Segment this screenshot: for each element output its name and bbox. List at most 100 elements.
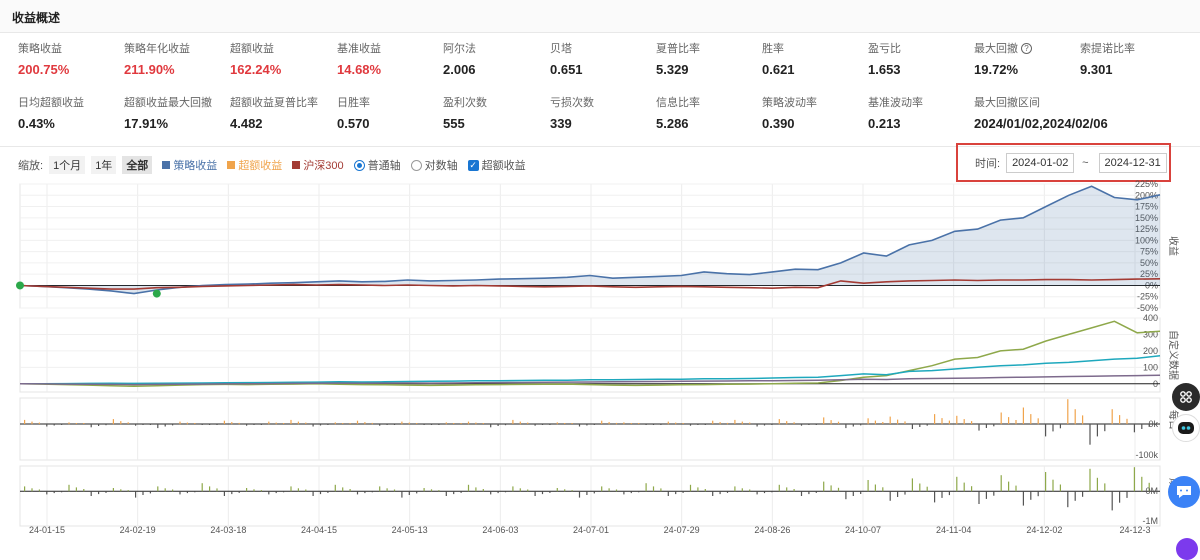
y-axis-label: 自定义数据 bbox=[1167, 330, 1180, 380]
y-tick-label: 175% bbox=[1135, 202, 1158, 212]
bar bbox=[682, 491, 684, 493]
bar bbox=[874, 420, 876, 425]
bar bbox=[1082, 415, 1084, 425]
bar bbox=[1074, 409, 1076, 425]
metric-label: 最大回撤区间 bbox=[974, 94, 1079, 110]
x-tick-label: 24-08-26 bbox=[754, 525, 790, 535]
bar bbox=[734, 419, 736, 424]
bar bbox=[430, 489, 433, 492]
y-tick-label: 100% bbox=[1135, 235, 1158, 245]
bar bbox=[401, 491, 403, 498]
bar bbox=[593, 424, 595, 425]
bar bbox=[1104, 424, 1106, 432]
user-avatar[interactable] bbox=[1176, 538, 1198, 560]
metrics-grid: 策略收益 200.75% 策略年化收益 211.90% 超额收益 162.24% 基准收益 1… bbox=[0, 40, 1200, 140]
bar bbox=[98, 491, 100, 495]
bar bbox=[615, 422, 618, 425]
bar bbox=[149, 491, 151, 494]
bar bbox=[578, 424, 581, 427]
x-tick-label: 24-12-3 bbox=[1119, 525, 1150, 535]
bar bbox=[371, 491, 373, 493]
bar bbox=[941, 491, 943, 498]
y-tick-label: 300 bbox=[1143, 329, 1158, 339]
bar bbox=[601, 486, 603, 492]
bar bbox=[608, 422, 610, 425]
start-date-input[interactable] bbox=[1006, 152, 1075, 173]
bar bbox=[416, 491, 418, 494]
chart-toolbar: 缩放: 1个月 1年 全部 策略收益 超额收益 沪深300 普通轴 对数轴 ✓ … bbox=[18, 156, 526, 174]
bar bbox=[445, 422, 447, 425]
help-icon[interactable]: ? bbox=[1021, 42, 1032, 54]
chat-icon-button[interactable] bbox=[1168, 476, 1200, 508]
bar bbox=[808, 491, 810, 495]
bar bbox=[1008, 417, 1010, 424]
bar bbox=[852, 491, 854, 496]
bar bbox=[61, 491, 63, 493]
legend-excess[interactable]: 超额收益 bbox=[227, 157, 282, 173]
bar bbox=[978, 424, 980, 431]
bar bbox=[726, 491, 729, 493]
bar bbox=[120, 489, 122, 492]
metric-metrics_row2-4: 盈利次数 555 bbox=[443, 94, 548, 131]
bar bbox=[238, 422, 240, 425]
bar bbox=[564, 489, 566, 492]
axis-log-label: 对数轴 bbox=[424, 160, 458, 172]
bar bbox=[934, 414, 936, 424]
zoom-1-month-button[interactable]: 1个月 bbox=[49, 156, 86, 174]
axis-normal-radio[interactable]: 普通轴 bbox=[353, 157, 401, 173]
excess-checkbox[interactable]: ✓ 超额收益 bbox=[467, 157, 526, 173]
bar bbox=[815, 424, 817, 425]
zoom-1-year-button[interactable]: 1年 bbox=[91, 156, 117, 174]
bar bbox=[1141, 476, 1143, 492]
bar bbox=[127, 490, 129, 492]
x-tick-label: 24-05-13 bbox=[392, 525, 428, 535]
bot-icon-button[interactable] bbox=[1172, 414, 1200, 442]
metric-label: 超额收益 bbox=[230, 40, 335, 56]
bar bbox=[504, 424, 507, 426]
zoom-all-button[interactable]: 全部 bbox=[122, 156, 153, 174]
bar bbox=[46, 424, 48, 427]
bar bbox=[527, 422, 529, 424]
y-axis-label: 收益 bbox=[1167, 236, 1180, 256]
y-tick-label: 200 bbox=[1143, 346, 1158, 356]
bar bbox=[120, 421, 122, 425]
bar bbox=[867, 480, 869, 492]
bar bbox=[608, 488, 610, 492]
bar bbox=[823, 481, 825, 492]
bar bbox=[800, 491, 803, 496]
y-tick-label: 25% bbox=[1140, 269, 1158, 279]
bar bbox=[98, 424, 100, 426]
strategy-line bbox=[19, 185, 1161, 295]
y-tick-label: -1M bbox=[1143, 516, 1159, 526]
bar bbox=[371, 422, 373, 425]
bar bbox=[667, 421, 669, 425]
bar bbox=[882, 422, 884, 424]
bar bbox=[342, 487, 344, 492]
bar bbox=[578, 491, 581, 498]
metric-metrics_row2-6: 信息比率 5.286 bbox=[656, 94, 761, 131]
bar bbox=[334, 484, 336, 492]
metric-metrics_row1-2: 超额收益 162.24% bbox=[230, 40, 335, 77]
legend-benchmark[interactable]: 沪深300 bbox=[292, 157, 344, 173]
bar bbox=[75, 423, 77, 424]
metric-label-text: 夏普比率 bbox=[656, 43, 700, 55]
metric-metrics_row1-0: 策略收益 200.75% bbox=[18, 40, 123, 77]
bar bbox=[1089, 468, 1091, 492]
bar bbox=[305, 489, 307, 492]
metric-value: 200.75% bbox=[18, 62, 70, 77]
bar bbox=[889, 491, 891, 501]
metric-metrics_row1-10: 索提诺比率 9.301 bbox=[1080, 40, 1185, 77]
metric-label: 阿尔法 bbox=[443, 40, 548, 56]
end-date-input[interactable] bbox=[1098, 152, 1167, 173]
metric-value: 0.570 bbox=[337, 116, 370, 131]
bar bbox=[778, 419, 780, 425]
legend-strategy[interactable]: 策略收益 bbox=[162, 157, 217, 173]
grid-icon-button[interactable] bbox=[1172, 383, 1200, 411]
bar bbox=[763, 424, 766, 426]
bar bbox=[1126, 418, 1128, 424]
pane-frame bbox=[19, 397, 1161, 461]
metric-label: 盈利次数 bbox=[443, 94, 548, 110]
bar bbox=[904, 491, 906, 495]
axis-log-radio[interactable]: 对数轴 bbox=[410, 157, 458, 173]
metric-value: 2024/01/02,2024/02/06 bbox=[974, 116, 1108, 131]
